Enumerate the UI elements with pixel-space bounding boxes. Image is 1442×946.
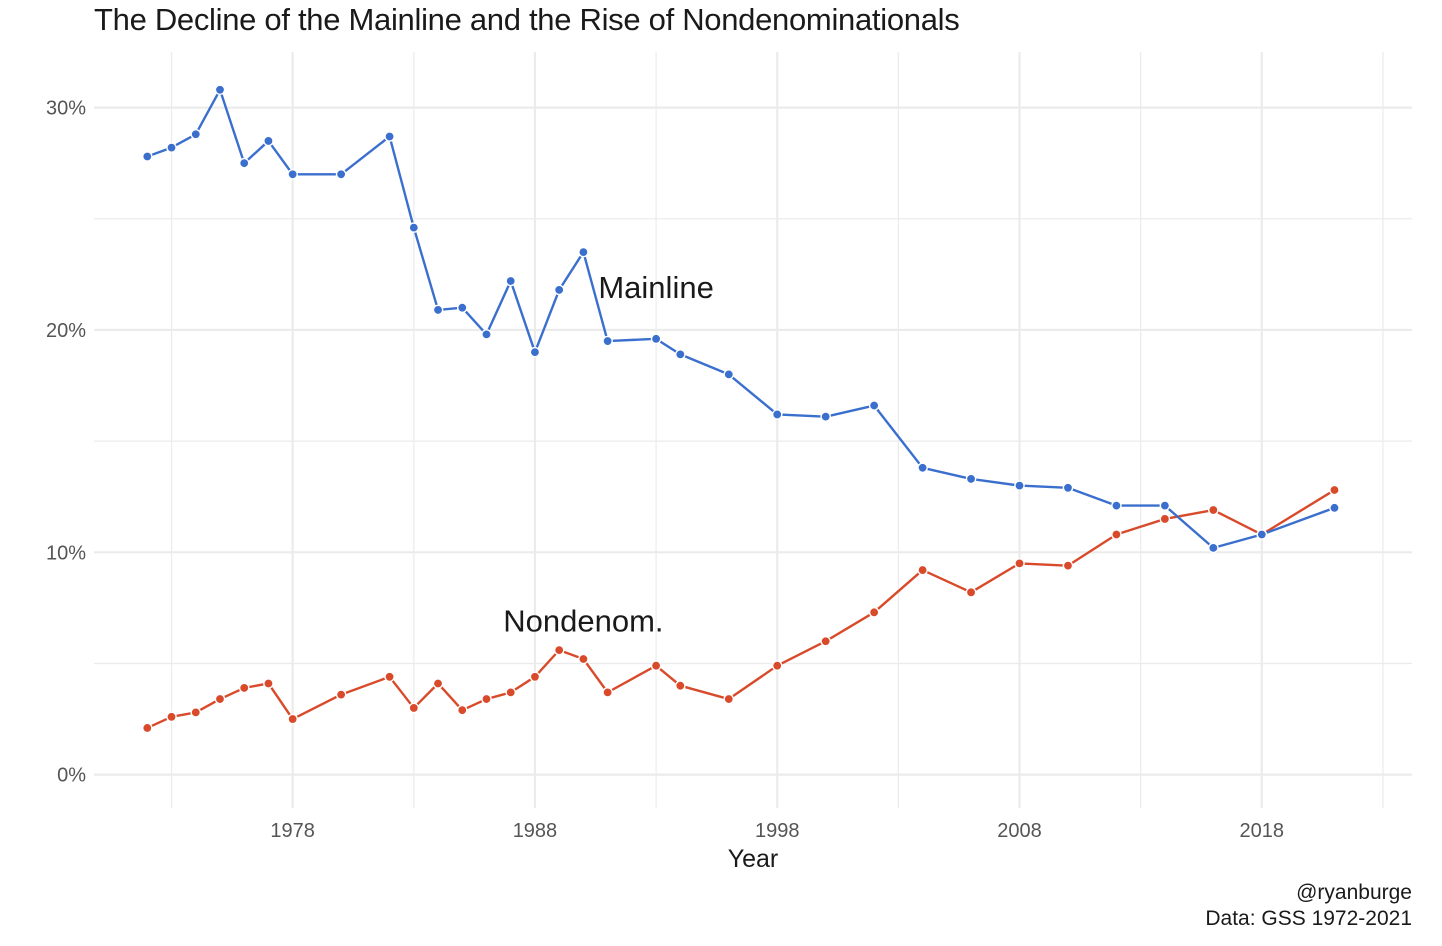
data-point-nondenom <box>868 607 880 618</box>
data-point-nondenom <box>142 722 153 734</box>
data-point-nondenom <box>238 682 250 694</box>
data-point-nondenom <box>263 678 274 689</box>
series-points <box>142 84 1340 734</box>
data-point-mainline <box>820 411 831 422</box>
data-point-mainline <box>287 168 298 180</box>
data-point-mainline <box>675 349 686 360</box>
data-point-mainline <box>868 400 880 411</box>
data-point-mainline <box>965 473 977 485</box>
caption: @ryanburge Data: GSS 1972-2021 <box>1205 880 1412 932</box>
y-tick-label: 20% <box>46 320 86 342</box>
data-point-mainline <box>384 131 395 142</box>
data-point-nondenom <box>1208 504 1219 516</box>
data-point-mainline <box>650 333 662 345</box>
data-point-nondenom <box>917 564 928 576</box>
series-annotations: Mainline Nondenom. <box>503 270 714 639</box>
data-point-nondenom <box>505 687 517 698</box>
data-point-nondenom <box>965 587 977 598</box>
series-annotation: Nondenom. <box>503 604 663 639</box>
minor-gridlines <box>94 52 1412 808</box>
x-tick-label: 1978 <box>270 820 315 842</box>
data-point-nondenom <box>456 704 468 716</box>
data-point-nondenom <box>481 693 492 705</box>
y-axis-tick-labels: 0% 10% 20% 30% <box>46 98 86 787</box>
data-point-mainline <box>190 128 202 140</box>
data-point-mainline <box>481 329 492 340</box>
data-point-mainline <box>505 275 517 287</box>
data-point-mainline <box>1111 500 1122 511</box>
data-point-mainline <box>335 168 347 180</box>
data-point-mainline <box>408 222 420 233</box>
data-point-mainline <box>1329 502 1340 514</box>
data-point-nondenom <box>1111 529 1122 540</box>
y-tick-label: 10% <box>46 542 86 564</box>
major-gridlines <box>94 52 1412 808</box>
data-point-mainline <box>1208 542 1219 554</box>
data-point-nondenom <box>408 702 420 714</box>
x-axis-tick-labels: 1978 1988 1998 2008 2018 <box>270 820 1284 842</box>
data-point-mainline <box>553 284 565 296</box>
data-point-nondenom <box>214 693 226 705</box>
x-tick-label: 2008 <box>997 820 1042 842</box>
series-line-mainline <box>146 88 1335 550</box>
x-tick-label: 1988 <box>513 820 558 842</box>
data-point-mainline <box>1062 482 1074 494</box>
data-point-mainline <box>142 151 153 162</box>
x-tick-label: 1998 <box>755 820 800 842</box>
series-lines <box>146 88 1336 730</box>
data-point-nondenom <box>771 660 783 671</box>
data-point-mainline <box>166 142 177 153</box>
y-tick-label: 30% <box>46 98 86 120</box>
data-point-nondenom <box>287 713 298 725</box>
caption-source: Data: GSS 1972-2021 <box>1205 907 1412 930</box>
series-line-nondenom <box>146 489 1336 730</box>
data-point-mainline <box>263 135 274 147</box>
data-point-mainline <box>723 369 735 380</box>
data-point-mainline <box>1014 480 1025 491</box>
data-point-nondenom <box>650 660 662 671</box>
data-point-nondenom <box>602 687 613 698</box>
data-point-nondenom <box>432 678 444 689</box>
data-point-nondenom <box>723 693 735 705</box>
data-point-mainline <box>1256 529 1268 540</box>
data-point-mainline <box>917 462 928 474</box>
data-point-nondenom <box>166 711 177 723</box>
chart-title: The Decline of the Mainline and the Rise… <box>94 2 960 37</box>
x-axis-title: Year <box>728 845 779 873</box>
data-point-mainline <box>529 346 541 358</box>
y-tick-label: 0% <box>57 765 86 787</box>
data-point-nondenom <box>578 653 589 665</box>
data-point-mainline <box>432 304 444 316</box>
x-tick-label: 2018 <box>1240 820 1285 842</box>
data-point-nondenom <box>553 644 565 656</box>
data-point-nondenom <box>1329 484 1340 496</box>
data-point-mainline <box>214 84 226 96</box>
data-point-mainline <box>578 246 589 258</box>
data-point-nondenom <box>335 689 347 700</box>
data-point-nondenom <box>190 707 202 718</box>
data-point-mainline <box>1159 500 1171 511</box>
data-point-mainline <box>238 157 250 169</box>
series-annotation: Mainline <box>598 270 713 305</box>
caption-author: @ryanburge <box>1296 881 1412 904</box>
data-point-mainline <box>456 302 468 314</box>
data-point-nondenom <box>384 671 395 683</box>
data-point-mainline <box>771 409 783 420</box>
data-point-nondenom <box>820 635 831 647</box>
data-point-nondenom <box>1159 513 1171 525</box>
data-point-nondenom <box>675 680 686 692</box>
data-point-nondenom <box>529 671 541 683</box>
data-point-mainline <box>602 335 613 347</box>
data-point-nondenom <box>1014 558 1025 569</box>
data-point-nondenom <box>1062 560 1074 571</box>
